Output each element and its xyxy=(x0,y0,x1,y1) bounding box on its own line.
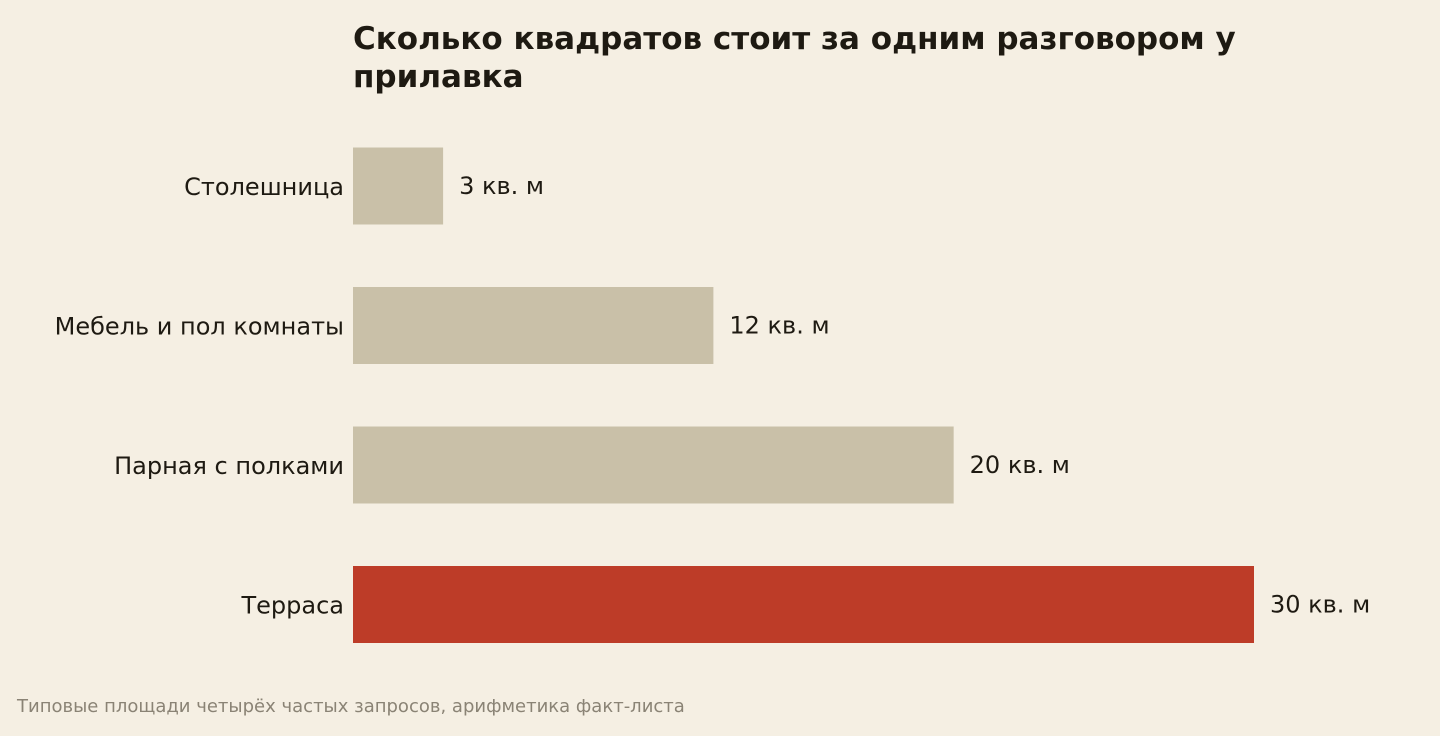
category-label: Парная с полками xyxy=(114,452,344,480)
chart-footnote: Типовые площади четырёх частых запросов,… xyxy=(17,696,685,717)
category-label: Терраса xyxy=(240,592,344,620)
bar-1 xyxy=(353,287,714,364)
value-label: 3 кв. м xyxy=(459,172,544,200)
bar-3 xyxy=(353,566,1254,643)
chart-title: Сколько квадратов стоит за одним разгово… xyxy=(353,21,1236,95)
value-label: 12 кв. м xyxy=(729,312,829,340)
bar-0 xyxy=(353,147,444,225)
value-label: 20 кв. м xyxy=(970,451,1070,479)
category-label: Мебель и пол комнаты xyxy=(55,313,344,341)
value-label: 30 кв. м xyxy=(1270,591,1370,619)
bar-2 xyxy=(353,426,954,504)
category-label: Столешница xyxy=(184,173,344,201)
